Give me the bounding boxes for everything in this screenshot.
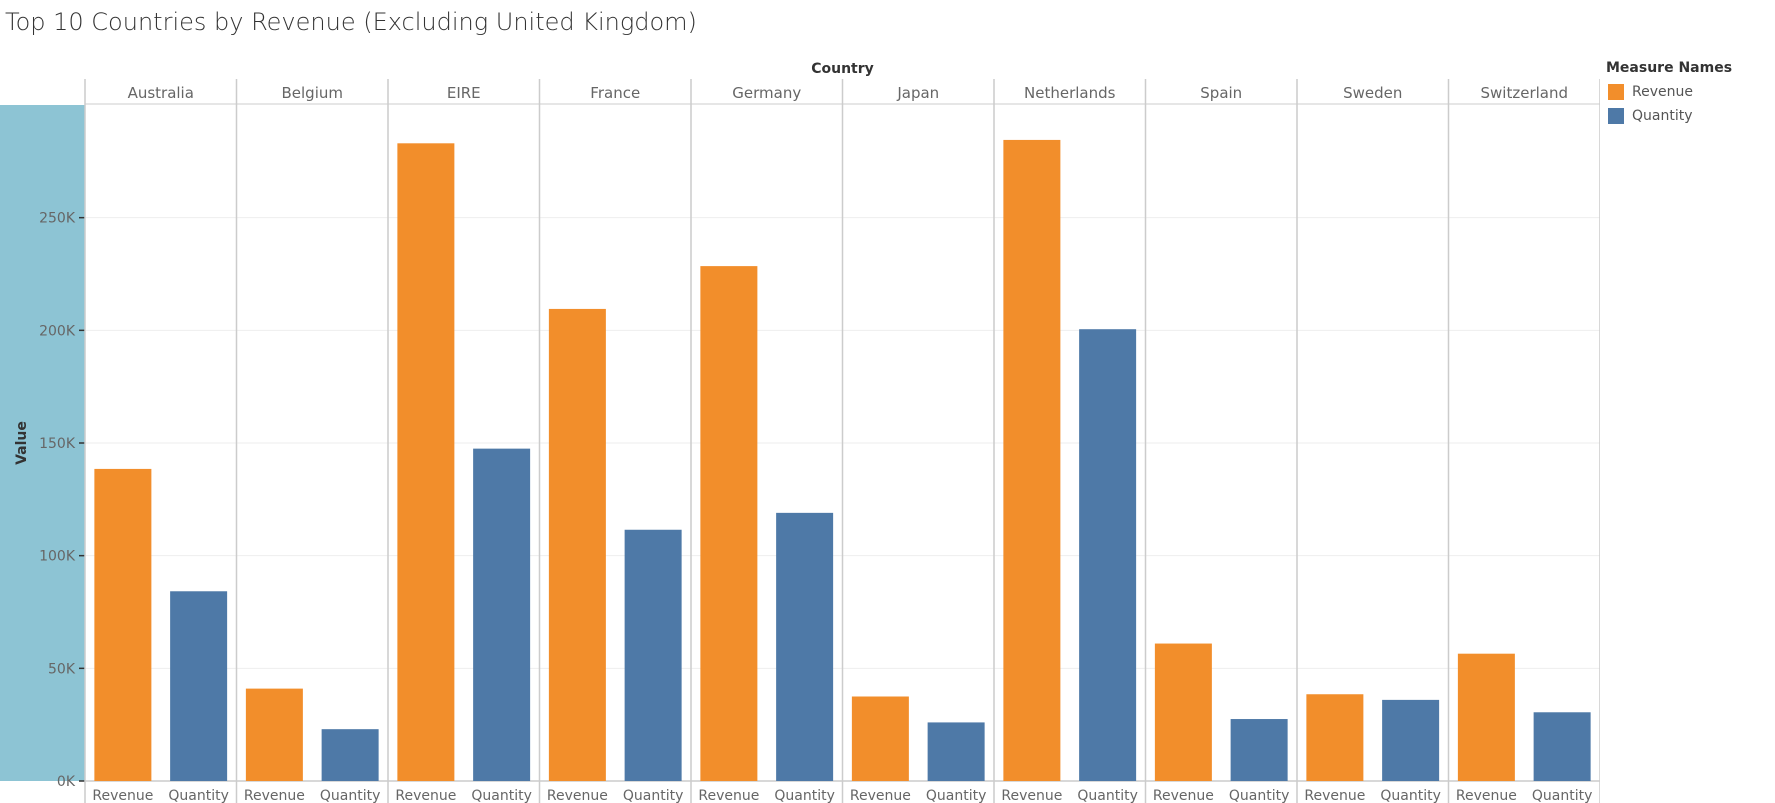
x-tick-label: Quantity (1532, 788, 1593, 803)
bar-revenue (397, 143, 455, 782)
legend-label-quantity: Quantity (1632, 108, 1693, 124)
x-tick-label: Quantity (1229, 788, 1290, 803)
y-tick-label: 50K (48, 661, 76, 677)
x-tick-label: Revenue (698, 788, 759, 803)
bar-revenue (94, 468, 152, 781)
x-tick-label: Quantity (1380, 788, 1441, 803)
y-tick-label: 200K (39, 323, 76, 339)
y-axis-title: Value (14, 421, 30, 465)
bar-quantity (170, 591, 228, 781)
bar-revenue (1457, 653, 1515, 781)
country-header: Japan (896, 84, 939, 102)
x-tick-label: Revenue (395, 788, 456, 803)
y-axis-band (0, 105, 85, 781)
legend-swatch-quantity (1608, 108, 1624, 124)
bar-quantity (927, 722, 985, 781)
legend: Measure Names Revenue Quantity (1606, 60, 1732, 128)
y-tick-label: 250K (39, 211, 76, 227)
country-header: Netherlands (1024, 84, 1116, 102)
x-tick-label: Revenue (1304, 788, 1365, 803)
country-header: EIRE (447, 84, 481, 102)
x-tick-label: Quantity (320, 788, 381, 803)
x-tick-label: Revenue (244, 788, 305, 803)
bar-quantity (1230, 719, 1288, 781)
x-tick-label: Revenue (1456, 788, 1517, 803)
bar-revenue (1154, 643, 1212, 781)
y-tick-label: 0K (57, 774, 76, 790)
bar-revenue (1306, 694, 1364, 781)
bar-quantity (1382, 699, 1440, 781)
country-header: Switzerland (1481, 84, 1569, 102)
x-tick-label: Quantity (774, 788, 835, 803)
y-tick-label: 150K (39, 436, 76, 452)
legend-item-quantity[interactable]: Quantity (1606, 104, 1732, 128)
bar-quantity (776, 512, 834, 781)
bar-quantity (1079, 329, 1137, 781)
x-tick-label: Quantity (1077, 788, 1138, 803)
gridlines (79, 216, 1600, 782)
x-tick-label: Quantity (623, 788, 684, 803)
x-tick-label: Quantity (168, 788, 229, 803)
y-axis-highlight (0, 105, 85, 781)
country-header: France (590, 84, 640, 102)
chart-title: Top 10 Countries by Revenue (Excluding U… (5, 8, 697, 36)
x-tick-label: Revenue (850, 788, 911, 803)
y-tick-label: 100K (39, 549, 76, 565)
legend-item-revenue[interactable]: Revenue (1606, 80, 1732, 104)
x-tick-label: Revenue (92, 788, 153, 803)
legend-title: Measure Names (1606, 60, 1733, 76)
bar-revenue (700, 266, 758, 781)
country-header: Germany (732, 84, 801, 102)
bar-quantity (1533, 712, 1591, 781)
country-header: Sweden (1343, 84, 1402, 102)
panes (84, 79, 1600, 803)
x-tick-label: Quantity (926, 788, 987, 803)
legend-label-revenue: Revenue (1632, 84, 1693, 100)
bar-quantity (473, 448, 531, 781)
bar-revenue (1003, 139, 1061, 782)
x-tick-label: Revenue (547, 788, 608, 803)
chart-labels: Country Value 0K 50K 100K 150K 200K 250K Austr… (14, 61, 1592, 803)
bars (94, 139, 1591, 782)
bar-revenue (548, 308, 606, 781)
country-header: Belgium (282, 84, 344, 102)
x-tick-label: Quantity (471, 788, 532, 803)
bar-revenue (851, 696, 909, 781)
bar-revenue (245, 688, 303, 781)
bar-quantity (624, 529, 682, 781)
legend-swatch-revenue (1608, 84, 1624, 100)
x-tick-label: Revenue (1001, 788, 1062, 803)
x-tick-label: Revenue (1153, 788, 1214, 803)
bar-quantity (321, 729, 379, 781)
country-header: Spain (1200, 84, 1242, 102)
chart-area: Country Value 0K 50K 100K 150K 200K 250K Austr… (0, 61, 1600, 803)
column-header: Country (811, 61, 874, 77)
country-header: Australia (128, 84, 194, 102)
